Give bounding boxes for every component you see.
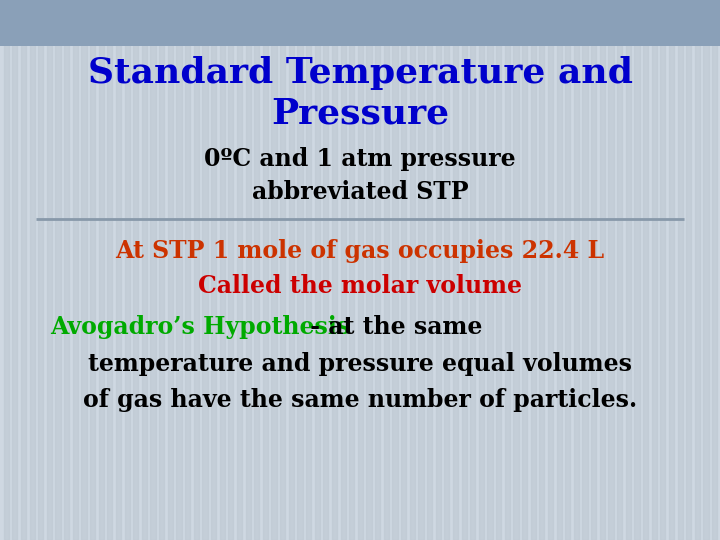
Bar	[643, 0, 648, 540]
Bar	[202, 0, 207, 540]
Bar	[150, 0, 156, 540]
Bar	[81, 0, 86, 540]
Bar	[332, 0, 337, 540]
Bar	[453, 0, 458, 540]
Bar	[591, 0, 596, 540]
Bar	[669, 0, 674, 540]
Bar	[358, 0, 363, 540]
Bar	[280, 0, 285, 540]
Bar	[436, 0, 441, 540]
Bar	[600, 0, 605, 540]
Bar	[246, 0, 251, 540]
Text: - at the same: - at the same	[302, 315, 483, 339]
Bar	[289, 0, 294, 540]
Text: Called the molar volume: Called the molar volume	[198, 274, 522, 298]
Bar	[384, 0, 389, 540]
Bar	[168, 0, 173, 540]
Bar	[323, 0, 328, 540]
Bar	[582, 0, 588, 540]
Text: Standard Temperature and: Standard Temperature and	[88, 56, 632, 90]
Bar	[12, 0, 17, 540]
Bar	[444, 0, 449, 540]
Bar	[462, 0, 467, 540]
Bar	[487, 0, 492, 540]
Text: of gas have the same number of particles.: of gas have the same number of particles…	[83, 388, 637, 411]
Bar	[315, 0, 320, 540]
Bar	[237, 0, 242, 540]
Bar	[349, 0, 354, 540]
Bar	[125, 0, 130, 540]
Bar	[254, 0, 259, 540]
Bar	[712, 0, 717, 540]
Bar	[271, 0, 276, 540]
Bar	[678, 0, 683, 540]
Bar	[392, 0, 397, 540]
Bar	[133, 0, 138, 540]
Bar	[574, 0, 579, 540]
Bar	[211, 0, 216, 540]
Bar	[531, 0, 536, 540]
Bar	[4, 0, 9, 540]
Bar	[565, 0, 570, 540]
Bar	[30, 0, 35, 540]
Bar	[263, 0, 268, 540]
Bar	[470, 0, 475, 540]
Text: 0ºC and 1 atm pressure: 0ºC and 1 atm pressure	[204, 147, 516, 171]
Bar	[228, 0, 233, 540]
Bar	[703, 0, 708, 540]
Bar	[410, 0, 415, 540]
Bar	[116, 0, 121, 540]
Bar	[418, 0, 423, 540]
Bar	[47, 0, 52, 540]
Text: abbreviated STP: abbreviated STP	[252, 180, 468, 204]
Bar	[548, 0, 553, 540]
Bar	[55, 0, 60, 540]
Bar	[401, 0, 406, 540]
Bar	[496, 0, 501, 540]
Bar	[220, 0, 225, 540]
Text: temperature and pressure equal volumes: temperature and pressure equal volumes	[88, 353, 632, 376]
Bar	[652, 0, 657, 540]
Bar	[185, 0, 190, 540]
Bar	[107, 0, 112, 540]
Bar	[522, 0, 527, 540]
Bar	[176, 0, 181, 540]
Bar	[341, 0, 346, 540]
Bar	[375, 0, 380, 540]
Bar	[73, 0, 78, 540]
Text: At STP 1 mole of gas occupies 22.4 L: At STP 1 mole of gas occupies 22.4 L	[115, 239, 605, 263]
Bar	[159, 0, 164, 540]
Bar	[21, 0, 26, 540]
Bar	[617, 0, 622, 540]
Bar	[366, 0, 372, 540]
Text: Pressure: Pressure	[271, 97, 449, 130]
Bar	[142, 0, 147, 540]
Bar	[660, 0, 665, 540]
Bar	[427, 0, 432, 540]
Bar	[608, 0, 613, 540]
Bar	[557, 0, 562, 540]
Bar	[38, 0, 43, 540]
Bar	[479, 0, 484, 540]
Bar	[626, 0, 631, 540]
Bar	[505, 0, 510, 540]
Bar	[306, 0, 311, 540]
Bar	[90, 0, 95, 540]
Bar	[194, 0, 199, 540]
Bar	[695, 0, 700, 540]
Bar	[297, 0, 302, 540]
Bar	[0, 0, 720, 46]
Bar	[634, 0, 639, 540]
Bar	[99, 0, 104, 540]
Text: Avogadro’s Hypothesis: Avogadro’s Hypothesis	[50, 315, 351, 339]
Bar	[686, 0, 691, 540]
Bar	[539, 0, 544, 540]
Bar	[64, 0, 69, 540]
Bar	[513, 0, 518, 540]
